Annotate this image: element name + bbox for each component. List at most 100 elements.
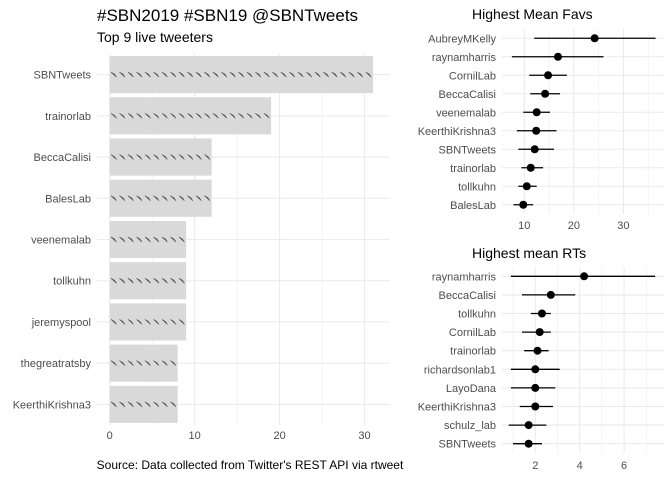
bird-icon: [272, 71, 279, 78]
bird-icon: [119, 236, 126, 243]
bird-icon: [144, 195, 151, 201]
category-label: AubreyMKelly: [428, 33, 496, 45]
bird-icon: [110, 319, 117, 325]
bird-icon: [136, 401, 143, 408]
x-tick-label: 6: [621, 460, 627, 472]
bird-icon: [178, 195, 185, 201]
bird-icon-row: [110, 401, 177, 408]
bird-icon: [178, 277, 185, 284]
bird-icon: [144, 71, 151, 78]
bar: [109, 179, 212, 217]
bird-icon: [127, 113, 134, 119]
bird-icon: [110, 401, 117, 408]
bird-icon: [119, 154, 126, 160]
bird-icon: [289, 71, 296, 78]
mean-point: [537, 309, 546, 318]
x-tick-label: 10: [518, 220, 530, 232]
bird-icon: [178, 154, 185, 160]
bird-icon: [195, 154, 202, 160]
bird-icon: [110, 236, 117, 243]
mean-point: [531, 365, 540, 374]
bird-icon: [153, 401, 160, 408]
rts-chart-title: Highest mean RTs: [472, 245, 586, 261]
x-tick-label: 30: [617, 220, 629, 232]
category-label: LayoDana: [446, 383, 497, 395]
bird-icon: [119, 319, 126, 325]
bird-icon: [161, 319, 168, 325]
category-label: BeccaCalisi: [439, 290, 496, 302]
bird-icon: [153, 195, 160, 201]
x-tick-label: 4: [577, 460, 583, 472]
bird-icon: [187, 113, 194, 119]
bird-icon: [204, 71, 211, 78]
bird-icon: [144, 113, 151, 119]
bird-icon: [136, 360, 143, 366]
mean-point: [531, 402, 540, 411]
mean-point: [532, 108, 541, 117]
bird-icon: [119, 360, 126, 366]
bird-icon: [348, 71, 355, 78]
bird-icon: [229, 71, 236, 78]
bird-icon: [331, 71, 338, 78]
bird-icon: [187, 195, 194, 201]
bird-icon: [110, 277, 117, 284]
bird-icon: [263, 71, 270, 78]
category-label: richardsonlab1: [424, 364, 496, 376]
bird-icon: [221, 113, 228, 119]
mean-point: [544, 71, 553, 80]
bird-icon: [280, 71, 287, 78]
bird-icon: [178, 113, 185, 119]
bird-icon: [119, 71, 126, 78]
bird-icon: [161, 360, 168, 366]
bird-icon: [178, 71, 185, 78]
bird-icon: [127, 71, 134, 78]
mean-point: [524, 421, 533, 430]
bird-icon: [221, 71, 228, 78]
bird-icon: [170, 277, 177, 284]
bird-icon-row: [110, 113, 270, 119]
bird-icon: [340, 71, 347, 78]
category-label: BalesLab: [450, 200, 496, 212]
category-label: KeerthiKrishna3: [13, 399, 91, 411]
bird-icon: [195, 195, 202, 201]
category-label: trainorlab: [450, 163, 496, 175]
category-label: CornilLab: [449, 70, 496, 82]
bird-icon: [119, 277, 126, 284]
bird-icon-row: [110, 236, 185, 243]
bird-icon: [161, 195, 168, 201]
bird-icon: [170, 71, 177, 78]
bird-icon: [323, 71, 330, 78]
bird-icon: [136, 236, 143, 243]
bird-icon-row: [110, 277, 185, 284]
category-label: SBNTweets: [439, 144, 497, 156]
bird-icon-row: [110, 154, 211, 160]
bird-icon: [170, 195, 177, 201]
bird-icon: [170, 154, 177, 160]
mean-point: [526, 163, 535, 172]
bird-icon: [110, 71, 117, 78]
bird-icon: [170, 319, 177, 325]
bird-icon: [246, 71, 253, 78]
category-label: SBNTweets: [439, 439, 497, 451]
mean-point: [590, 34, 599, 43]
bird-icon: [195, 71, 202, 78]
bird-icon: [178, 319, 185, 325]
bar: [109, 344, 178, 382]
bird-icon: [127, 319, 134, 325]
category-label: CornilLab: [449, 327, 496, 339]
bird-icon: [127, 195, 134, 201]
bird-icon: [263, 113, 270, 119]
mean-point: [522, 182, 531, 191]
bird-icon: [153, 154, 160, 160]
bird-icon: [127, 236, 134, 243]
bird-icon: [144, 360, 151, 366]
bird-icon: [314, 71, 321, 78]
bird-icon: [127, 360, 134, 366]
bird-icon: [204, 113, 211, 119]
favs-chart-title: Highest Mean Favs: [472, 6, 593, 22]
mean-point: [533, 346, 542, 355]
bird-icon: [212, 113, 219, 119]
category-label: veenemalab: [31, 235, 91, 247]
bar: [109, 138, 212, 176]
